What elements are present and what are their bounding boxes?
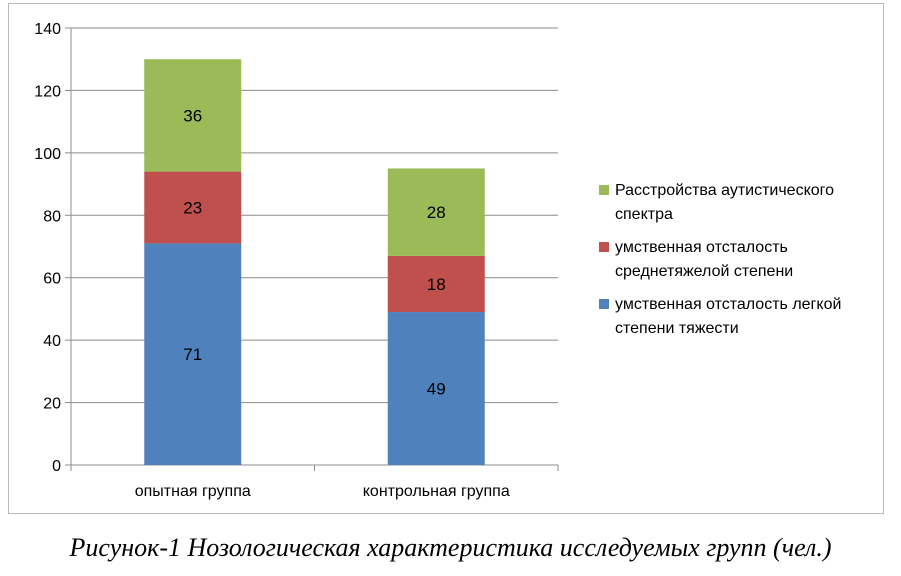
legend-label: умственная отсталость среднетяжелой степ… xyxy=(615,239,794,280)
x-category-label: опытная группа xyxy=(135,483,251,500)
bar-segment xyxy=(144,59,242,172)
legend-item: умственная отсталость легкой степени тяж… xyxy=(599,293,889,341)
data-label: 49 xyxy=(427,380,446,399)
bar-segment xyxy=(387,255,485,313)
data-label: 23 xyxy=(183,198,202,217)
y-tick-label: 140 xyxy=(34,21,61,38)
legend-swatch xyxy=(599,242,609,252)
legend-label: Расстройства аутистического спектра xyxy=(615,182,835,223)
y-tick-label: 60 xyxy=(43,271,61,288)
y-tick-label: 0 xyxy=(52,458,61,475)
chart-legend: Расстройства аутистического спектра умств… xyxy=(599,179,889,350)
stacked-bar-chart: 0 20 40 60 80 100 120 140 71 23 36 опытная группа 49… xyxy=(34,21,559,500)
data-label: 28 xyxy=(427,203,446,222)
data-label: 18 xyxy=(427,275,446,294)
y-tick-label: 20 xyxy=(43,396,61,413)
figure-caption: Рисунок-1 Нозологическая характеристика … xyxy=(69,533,832,562)
data-label: 36 xyxy=(183,106,202,125)
bar-segment xyxy=(387,312,485,465)
legend-swatch xyxy=(599,299,609,309)
legend-label: умственная отсталость легкой степени тяж… xyxy=(615,296,842,337)
legend-swatch xyxy=(599,185,609,195)
data-label: 71 xyxy=(183,345,202,364)
chart-frame: 0 20 40 60 80 100 120 140 71 23 36 опытная группа 49… xyxy=(8,3,884,514)
bar-segment xyxy=(387,168,485,256)
y-tick-label: 80 xyxy=(43,208,61,225)
y-tick-label: 100 xyxy=(34,146,61,163)
x-category-label: контрольная группа xyxy=(363,483,510,500)
legend-item: умственная отсталость среднетяжелой степ… xyxy=(599,236,889,284)
bar-segment xyxy=(144,171,242,244)
legend-item: Расстройства аутистического спектра xyxy=(599,179,889,227)
bar-segment xyxy=(144,243,242,465)
y-tick-label: 120 xyxy=(34,83,61,100)
y-tick-label: 40 xyxy=(43,333,61,350)
